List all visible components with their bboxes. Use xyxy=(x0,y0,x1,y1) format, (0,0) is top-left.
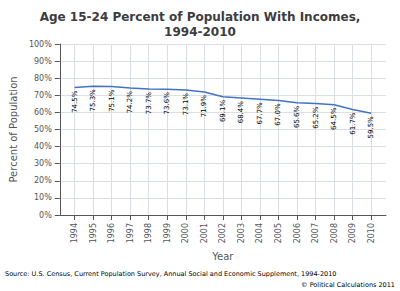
svg-text:67.0%: 67.0% xyxy=(274,103,282,126)
svg-text:67.7%: 67.7% xyxy=(256,102,264,125)
svg-text:69.1%: 69.1% xyxy=(219,100,227,123)
svg-text:Year: Year xyxy=(211,251,234,262)
svg-text:73.6%: 73.6% xyxy=(163,92,171,115)
svg-text:80%: 80% xyxy=(34,74,52,83)
svg-text:68.4%: 68.4% xyxy=(237,101,245,124)
svg-text:75.3%: 75.3% xyxy=(89,89,97,112)
svg-text:30%: 30% xyxy=(34,159,52,168)
svg-text:© Political Calculations 2011: © Political Calculations 2011 xyxy=(301,281,395,289)
svg-text:1999: 1999 xyxy=(163,223,172,243)
svg-text:65.2%: 65.2% xyxy=(312,106,320,129)
svg-text:2006: 2006 xyxy=(293,223,302,243)
svg-text:2008: 2008 xyxy=(330,223,339,243)
svg-text:2001: 2001 xyxy=(200,223,209,243)
svg-text:65.6%: 65.6% xyxy=(293,105,301,128)
svg-text:20%: 20% xyxy=(34,176,52,185)
svg-text:Source: U.S. Census, Current P: Source: U.S. Census, Current Population … xyxy=(5,270,336,278)
svg-text:73.1%: 73.1% xyxy=(182,93,190,116)
svg-text:74.5%: 74.5% xyxy=(71,90,79,113)
svg-text:2005: 2005 xyxy=(274,223,283,243)
svg-text:61.7%: 61.7% xyxy=(349,112,357,135)
svg-text:60%: 60% xyxy=(34,108,52,117)
svg-text:2004: 2004 xyxy=(255,223,264,243)
svg-text:1994: 1994 xyxy=(70,223,79,243)
svg-text:74.2%: 74.2% xyxy=(126,91,134,114)
svg-text:2002: 2002 xyxy=(218,223,227,243)
svg-text:40%: 40% xyxy=(34,142,52,151)
svg-text:2003: 2003 xyxy=(237,223,246,243)
svg-text:59.5%: 59.5% xyxy=(367,116,375,139)
svg-text:2000: 2000 xyxy=(181,223,190,243)
svg-text:70%: 70% xyxy=(34,91,52,100)
svg-text:2010: 2010 xyxy=(367,223,376,243)
svg-text:73.7%: 73.7% xyxy=(145,92,153,115)
svg-text:Percent of Population: Percent of Population xyxy=(8,76,19,182)
svg-text:2007: 2007 xyxy=(311,223,320,243)
svg-text:1997: 1997 xyxy=(126,223,135,243)
svg-text:1998: 1998 xyxy=(144,223,153,243)
svg-text:1995: 1995 xyxy=(89,223,98,243)
svg-text:64.5%: 64.5% xyxy=(330,107,338,130)
svg-text:Age 15-24 Percent of Populatio: Age 15-24 Percent of Population With Inc… xyxy=(40,10,361,24)
svg-text:75.1%: 75.1% xyxy=(108,89,116,112)
svg-text:2009: 2009 xyxy=(348,223,357,243)
svg-text:50%: 50% xyxy=(34,125,52,134)
svg-text:1996: 1996 xyxy=(107,223,116,243)
svg-text:10%: 10% xyxy=(34,193,52,202)
svg-text:71.9%: 71.9% xyxy=(200,95,208,118)
svg-text:90%: 90% xyxy=(34,57,52,66)
svg-text:0%: 0% xyxy=(39,211,52,220)
svg-text:1994-2010: 1994-2010 xyxy=(164,25,236,39)
svg-text:100%: 100% xyxy=(29,40,52,49)
